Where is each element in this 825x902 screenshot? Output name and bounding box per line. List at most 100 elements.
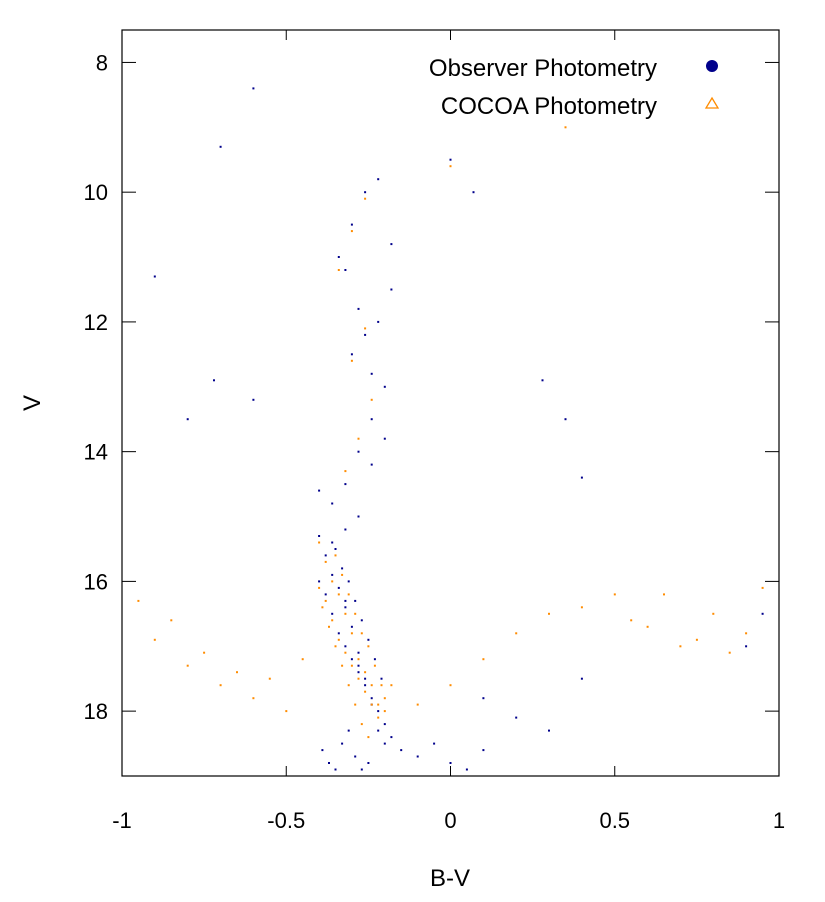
- data-point: [364, 197, 367, 200]
- data-point: [354, 599, 357, 602]
- data-point: [350, 664, 353, 667]
- data-point: [324, 560, 327, 563]
- data-point: [344, 269, 347, 271]
- data-point: [449, 165, 452, 168]
- data-point: [390, 684, 393, 687]
- data-point: [321, 606, 324, 609]
- y-tick-label: 16: [84, 569, 108, 594]
- data-point: [219, 684, 222, 687]
- data-point: [268, 677, 271, 680]
- legend-marker-cocoa: [704, 96, 720, 109]
- plot-frame: [121, 29, 780, 777]
- data-point: [482, 697, 485, 700]
- data-point: [370, 684, 373, 687]
- data-point: [383, 710, 386, 713]
- data-point: [350, 359, 353, 362]
- data-point: [357, 677, 360, 680]
- data-point: [321, 749, 324, 752]
- x-axis-label: B-V: [430, 865, 470, 892]
- data-point: [390, 288, 393, 291]
- data-point: [347, 729, 350, 732]
- data-point: [344, 599, 347, 602]
- data-point: [357, 437, 360, 440]
- data-point: [416, 703, 419, 706]
- data-point: [213, 379, 215, 382]
- data-point: [515, 632, 518, 635]
- data-point: [646, 625, 649, 628]
- data-point: [761, 612, 764, 615]
- data-point: [252, 697, 255, 700]
- data-point: [465, 768, 468, 771]
- data-point: [153, 275, 156, 278]
- data-point: [344, 606, 347, 609]
- data-point: [331, 541, 334, 544]
- data-point: [383, 385, 386, 388]
- data-point: [416, 755, 419, 758]
- y-axis-label: V: [19, 395, 46, 411]
- data-point: [367, 638, 370, 641]
- data-point: [350, 230, 353, 233]
- data-point: [337, 586, 340, 589]
- legend: Observer Photometry COCOA Photometry: [429, 55, 720, 120]
- data-point: [580, 606, 583, 609]
- data-point: [564, 418, 567, 421]
- data-point: [350, 223, 353, 226]
- data-point: [344, 470, 347, 473]
- data-point: [364, 333, 367, 336]
- data-point: [285, 710, 288, 713]
- data-point: [449, 684, 452, 687]
- x-tick-label: -0.5: [267, 808, 305, 833]
- data-point: [337, 632, 340, 635]
- data-point: [331, 502, 334, 505]
- data-point: [347, 580, 350, 583]
- legend-marker-observer: [706, 60, 718, 72]
- data-point: [380, 677, 383, 680]
- data-point: [337, 593, 340, 596]
- data-point: [186, 418, 189, 421]
- data-point: [400, 749, 403, 752]
- data-point: [318, 535, 321, 537]
- data-point: [341, 573, 344, 576]
- x-tick-label: -1: [112, 808, 132, 833]
- data-point: [344, 645, 347, 648]
- data-point: [334, 645, 337, 648]
- data-point: [377, 178, 380, 181]
- data-point: [360, 768, 363, 771]
- data-point: [328, 625, 330, 628]
- data-point: [252, 398, 255, 401]
- data-point: [712, 612, 715, 615]
- y-tick-label: 18: [84, 699, 108, 724]
- data-point: [360, 619, 363, 622]
- data-point: [377, 710, 380, 713]
- data-point: [354, 612, 357, 615]
- points-layer: [137, 87, 764, 771]
- data-point: [301, 658, 304, 661]
- data-point: [364, 327, 367, 330]
- data-point: [580, 476, 583, 479]
- data-point: [377, 703, 380, 706]
- data-point: [334, 554, 337, 557]
- data-point: [390, 243, 393, 246]
- data-point: [341, 567, 344, 570]
- data-point: [350, 658, 353, 661]
- data-point: [236, 671, 238, 674]
- data-point: [364, 684, 367, 687]
- data-point: [357, 515, 360, 518]
- data-point: [137, 599, 140, 602]
- data-point: [580, 677, 583, 680]
- data-point: [331, 580, 334, 583]
- series-cocoa: [137, 126, 764, 739]
- x-tick-label: 1: [773, 808, 785, 833]
- data-point: [347, 593, 350, 596]
- data-point: [367, 645, 370, 648]
- y-tick-label: 8: [96, 50, 108, 75]
- data-point: [383, 437, 386, 440]
- data-point: [324, 554, 327, 557]
- data-point: [354, 755, 357, 758]
- data-point: [203, 651, 206, 654]
- data-point: [515, 716, 518, 719]
- x-tick-label: 0: [444, 808, 456, 833]
- data-point: [364, 690, 367, 693]
